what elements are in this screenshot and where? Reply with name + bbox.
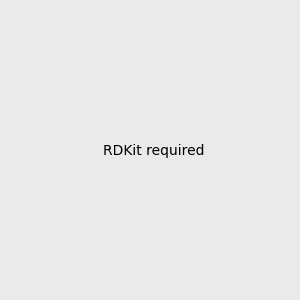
Text: RDKit required: RDKit required (103, 145, 205, 158)
